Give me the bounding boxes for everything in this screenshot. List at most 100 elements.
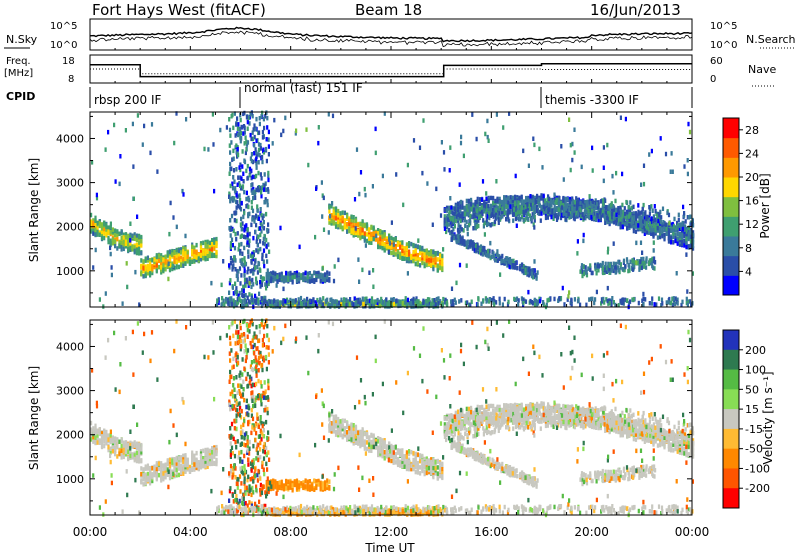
power-cell-4690 [119,154,122,159]
power-cell-16 [92,227,95,232]
power-cell-3889 [232,197,235,203]
power-cell-4636 [448,227,451,233]
power-cell-2990 [529,206,532,212]
power-cell-4239 [320,300,323,305]
power-cell-4401 [513,296,516,302]
power-cell-4591 [124,128,127,133]
power-cell-348 [168,259,172,264]
power-cell-4533 [359,170,363,175]
power-cell-4485 [229,227,232,232]
power-cell-3765 [242,171,245,176]
power-cell-1815 [615,207,618,213]
power-cell-2189 [278,272,281,277]
power-cell-4359 [303,298,306,303]
power-cell-1021 [430,263,433,268]
power-cell-2598 [593,215,596,221]
power-cell-2427 [335,299,338,304]
power-cell-632 [341,218,344,224]
power-cell-4655 [606,285,609,291]
power-cell-2621 [597,204,600,210]
power-cell-3481 [633,260,636,265]
power-cell-3696 [236,200,239,205]
power-cell-3301 [495,252,498,258]
power-cell-3346 [466,239,469,244]
power-cell-1030 [432,266,435,272]
power-cell-4018 [233,256,236,261]
power-cell-4386 [503,296,506,302]
power-cell-720 [363,238,366,243]
power-cell-3231 [526,266,529,271]
power-cell-380 [175,262,178,267]
power-cell-4085 [299,295,303,301]
power-cell-2633 [645,223,648,229]
power-cell-4712 [591,145,594,151]
power-cell-3466 [600,263,603,268]
power-cell-320 [162,266,165,272]
power-cell-3834 [243,268,246,273]
power-cell-2379 [305,299,308,305]
power-cell-3490 [597,268,600,273]
power-cell-521 [208,246,211,252]
power-cell-2991 [683,213,686,218]
power-cell-3663 [246,269,249,275]
power-cell-3305 [510,264,513,269]
power-cell-622 [339,222,342,228]
power-cell-3862 [239,258,242,263]
power-cell-1905 [634,215,638,220]
power-cell-4656 [333,264,336,269]
power-cell-1366 [511,195,514,200]
power-cell-334 [164,267,167,272]
power-cell-2770 [498,203,501,209]
power-cell-4034 [245,147,248,152]
power-cell-3019 [654,217,657,222]
power-cell-8 [90,229,93,234]
power-cell-1834 [619,220,622,225]
power-cell-4502 [483,232,486,237]
power-cell-3134 [516,265,519,271]
power-cell-3635 [250,183,253,188]
power-cell-3398 [650,260,653,265]
power-cell-2146 [692,246,695,251]
power-cell-3993 [228,226,231,231]
power-cell-3323 [463,241,466,247]
power-cell-4515 [642,163,646,168]
power-cell-4147 [232,298,235,303]
power-cell-4608 [576,239,579,244]
power-cell-1520 [549,201,552,207]
power-cell-4338 [238,296,241,301]
power-cell-964 [416,260,419,266]
power-cell-4507 [231,267,234,272]
power-cell-3637 [251,113,254,119]
power-cell-309 [160,270,163,275]
power-cell-1096 [448,214,451,220]
power-cell-4178 [533,297,536,303]
power-cell-4222 [422,300,425,305]
power-cell-2708 [547,202,550,208]
power-cell-3288 [530,273,534,279]
power-cell-991 [423,253,426,258]
power-cell-37 [96,229,99,235]
power-cell-2568 [423,299,426,305]
power-cell-3093 [460,227,463,232]
power-cell-3613 [257,142,261,147]
power-cell-4658 [577,197,580,203]
power-cell-4165 [624,297,627,303]
power-cell-4368 [442,296,445,302]
power-cell-3999 [243,228,246,233]
power-cell-376 [175,253,178,259]
power-cell-3892 [257,160,260,165]
power-cell-4373 [460,298,463,303]
power-cell-976 [421,255,424,261]
power-cell-3927 [262,187,266,192]
power-cell-2264 [308,271,311,276]
power-cell-2999 [454,209,457,214]
power-cell-3602 [265,253,268,259]
power-cell-4320 [541,300,545,306]
power-cell-2027 [663,221,666,227]
power-cell-3978 [250,295,254,300]
power-cell-2914 [644,221,647,226]
power-cell-1182 [467,198,470,204]
power-cell-4004 [238,165,241,170]
power-cell-4620 [237,175,240,180]
